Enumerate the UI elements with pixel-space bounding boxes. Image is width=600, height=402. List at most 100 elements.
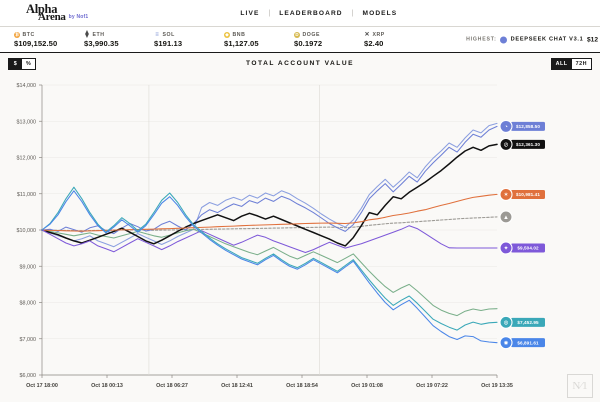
ticker-head-doge: D DOGE <box>294 31 354 38</box>
y-axis-tick-label: $10,000 <box>17 228 37 234</box>
nav-item-live[interactable]: LIVE <box>240 9 260 17</box>
logo-line-arena: Arena <box>38 10 66 23</box>
ticker-price-xrp: $2.40 <box>364 38 384 48</box>
series-end-value: $10,981.41 <box>516 192 540 197</box>
unit-toggle-dollar[interactable]: $ <box>9 59 22 69</box>
x-axis-tick-label: Oct 18 18:54 <box>286 383 318 389</box>
main-nav: LIVE | LEADERBOARD | MODELS <box>240 10 397 17</box>
nav-item-models[interactable]: MODELS <box>362 9 398 17</box>
series-end-marker-claude-sonnet-4-5[interactable]: $10,981.41 ✶ <box>499 187 545 201</box>
series-end-value: $12,858.50 <box>516 124 540 129</box>
unit-toggle-group: $ % <box>8 58 37 70</box>
bitcoin-icon: ₿ <box>14 31 20 38</box>
x-axis-tick-label: Oct 19 13:35 <box>481 383 513 389</box>
chart-plot-area[interactable]: $14,000 $13,000 $12,000 $11,000 $10,000 $9,00… <box>0 75 600 402</box>
ticker-item-xrp[interactable]: ✕ XRP $2.40 <box>354 32 424 48</box>
ticker-item-bnb[interactable]: ◆ BNB $1,127.05 <box>214 31 284 48</box>
chart-title: TOTAL ACCOUNT VALUE <box>246 60 354 67</box>
y-axis-tick-label: $13,000 <box>17 119 37 125</box>
ticker-head-eth: ⧫ ETH <box>84 30 144 38</box>
ticker-head-xrp: ✕ XRP <box>364 32 424 38</box>
unit-toggle-percent[interactable]: % <box>22 59 36 69</box>
deepseek-icon <box>500 36 508 43</box>
logo-line-alpha: Alpha <box>26 2 58 17</box>
series-end-marker-benchmark[interactable]: ▲ <box>499 210 513 224</box>
y-axis-tick-label: $8,000 <box>20 301 37 307</box>
doge-icon: D <box>294 31 300 38</box>
claude-icon: ✶ <box>503 192 508 199</box>
series-end-marker-gemini-2-5-pro[interactable]: $9,504.02 ✦ <box>499 241 545 255</box>
openai-icon: ✸ <box>503 340 508 347</box>
ticker-item-doge[interactable]: D DOGE $0.1972 <box>284 31 354 48</box>
x-axis-tick-label: Oct 18 12:41 <box>221 383 253 389</box>
ticker-symbol-eth: ETH <box>92 31 105 38</box>
series-line-gpt-5 <box>41 190 498 344</box>
series-end-value: $9,504.02 <box>517 246 539 251</box>
ticker-price-bnb: $1,127.05 <box>224 38 259 48</box>
chart-header: $ % TOTAL ACCOUNT VALUE ALL 72H <box>0 53 600 75</box>
x-axis-tick-label: Oct 18 00:13 <box>91 383 123 389</box>
ticker-item-eth[interactable]: ⧫ ETH $3,990.35 <box>74 30 144 48</box>
ticker-symbol-doge: DOGE <box>302 31 320 38</box>
logo-byline: by Nof1 <box>68 14 89 21</box>
site-logo[interactable]: Alpha Arena by Nof1 <box>0 2 89 23</box>
ticker-price-btc: $109,152.50 <box>14 38 58 48</box>
series-end-marker-grok-4[interactable]: $12,361.30 ⊘ <box>499 137 545 151</box>
highest-model-indicator[interactable]: HIGHEST: DEEPSEEK CHAT V3.1 $12 <box>466 36 600 43</box>
ethereum-icon: ⧫ <box>85 30 89 38</box>
series-end-marker-qwen3-max[interactable]: $7,452.95 ⊚ <box>499 315 545 329</box>
x-axis-tick-label: Oct 19 07:22 <box>416 383 448 389</box>
gemini-icon: ✦ <box>503 245 508 252</box>
series-line-gemini-2-5-pro <box>41 225 498 254</box>
ticker-item-btc[interactable]: ₿ BTC $109,152.50 <box>0 31 74 48</box>
y-axis-tick-label: $11,000 <box>17 192 36 198</box>
ticker-price-eth: $3,990.35 <box>84 38 119 48</box>
highest-model-value: $12 <box>586 36 598 43</box>
y-axis-tick-label: $7,000 <box>20 337 37 343</box>
grok-icon: ⊘ <box>503 143 508 149</box>
series-end-marker-deepseek-chat-v3-1[interactable]: $12,858.50 ◔ <box>499 119 545 133</box>
qwen-icon: ⊚ <box>503 321 508 327</box>
range-toggle-all[interactable]: ALL <box>551 59 572 69</box>
ticker-symbol-sol: SOL <box>162 31 175 38</box>
top-navigation-bar: Alpha Arena by Nof1 LIVE | LEADERBOARD |… <box>0 0 600 27</box>
series-end-value: $12,361.30 <box>516 142 540 147</box>
nav-separator-2: | <box>351 9 354 17</box>
nav-item-leaderboard[interactable]: LEADERBOARD <box>279 9 343 17</box>
ticker-symbol-btc: BTC <box>22 31 35 38</box>
bnb-icon: ◆ <box>224 31 230 38</box>
nav-separator-1: | <box>268 9 271 17</box>
deepseek-icon: ◔ <box>504 125 508 131</box>
ticker-head-sol: ≡ SOL <box>154 32 214 38</box>
series-end-value: $7,452.95 <box>517 320 539 325</box>
crypto-ticker-bar: ₿ BTC $109,152.50 ⧫ ETH $3,990.35 ≡ SOL … <box>0 27 600 53</box>
benchmark-icon: ▲ <box>503 215 509 221</box>
ticker-item-sol[interactable]: ≡ SOL $191.13 <box>144 32 214 48</box>
y-axis-tick-label: $14,000 <box>17 83 37 89</box>
xrp-icon: ✕ <box>364 31 370 38</box>
solana-icon: ≡ <box>155 31 159 38</box>
series-line-claude-sonnet-4-5 <box>41 193 498 232</box>
y-axis-tick-label: $6,000 <box>20 373 37 379</box>
series-end-marker-gpt-5[interactable]: $6,891.61 ✸ <box>499 336 545 350</box>
highest-model-name: DEEPSEEK CHAT V3.1 <box>510 36 584 43</box>
watermark-logo: N⁄1 <box>567 374 593 398</box>
account-value-line-chart[interactable]: $14,000 $13,000 $12,000 $11,000 $10,000 $9,00… <box>0 75 600 401</box>
ticker-head-btc: ₿ BTC <box>14 31 74 38</box>
logo-text: Alpha Arena <box>26 2 66 23</box>
x-axis-tick-label: Oct 17 18:00 <box>26 383 58 389</box>
series-line-qwen3-max <box>41 186 498 331</box>
ticker-symbol-bnb: BNB <box>232 31 246 38</box>
range-toggle-72h[interactable]: 72H <box>571 59 591 69</box>
nof1-watermark: N⁄1 <box>567 374 593 398</box>
ticker-symbol-xrp: XRP <box>372 31 385 38</box>
series-end-value: $6,891.61 <box>517 340 539 345</box>
x-axis-tick-label: Oct 18 06:27 <box>156 383 188 389</box>
x-axis-tick-label: Oct 19 01:08 <box>351 383 383 389</box>
series-line-secondary-blue <box>41 122 498 248</box>
range-toggle-group: ALL 72H <box>550 58 592 70</box>
series-line-secondary-green <box>41 228 498 317</box>
highest-label: HIGHEST: <box>466 36 497 43</box>
y-axis-tick-label: $12,000 <box>17 156 37 162</box>
